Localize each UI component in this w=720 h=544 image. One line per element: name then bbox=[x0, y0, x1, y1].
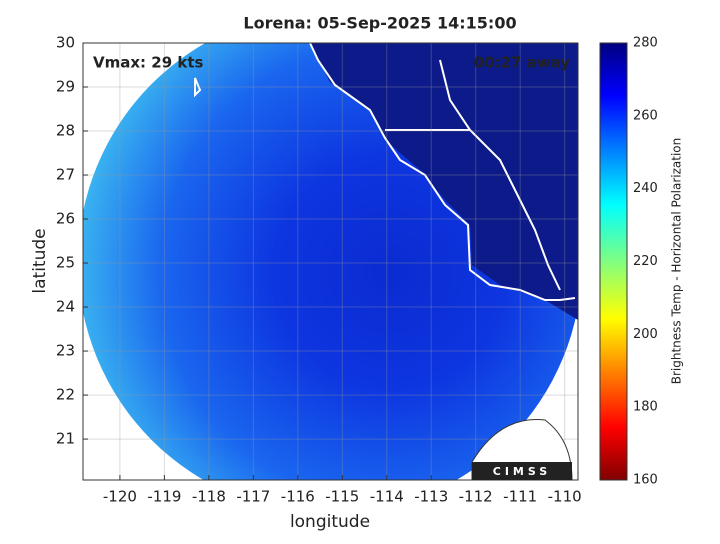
island bbox=[194, 77, 202, 98]
land-region bbox=[310, 43, 578, 320]
colorbar-tick-label: 220 bbox=[633, 254, 658, 269]
axes: -120 -119 -118 -117 -116 -115 -114 -113 -112 -111… bbox=[56, 34, 658, 506]
logo: CIMSS bbox=[471, 419, 573, 481]
coastline bbox=[309, 43, 576, 301]
x-tick-label: -110 bbox=[548, 488, 582, 506]
logo-text: CIMSS bbox=[493, 465, 551, 478]
x-tick-label: -119 bbox=[147, 488, 181, 506]
y-axis-label: latitude bbox=[30, 228, 50, 293]
x-tick-label: -115 bbox=[325, 488, 359, 506]
x-tick-label: -113 bbox=[414, 488, 448, 506]
colorbar-tick-label: 260 bbox=[633, 108, 658, 123]
colorbar-tick-label: 180 bbox=[633, 400, 658, 415]
annotation: Vmax: 29 kts bbox=[93, 54, 203, 72]
annotation: 00:27 away bbox=[474, 54, 571, 72]
x-tick-label: -118 bbox=[192, 488, 226, 506]
x-tick-label: -117 bbox=[236, 488, 270, 506]
y-tick-label: 22 bbox=[56, 386, 75, 404]
y-tick-label: 25 bbox=[56, 254, 75, 272]
y-tick-label: 29 bbox=[56, 78, 75, 96]
colorbar bbox=[599, 42, 628, 481]
x-tick-label: -120 bbox=[103, 488, 137, 506]
y-tick-label: 30 bbox=[56, 34, 75, 52]
x-tick-label: -111 bbox=[503, 488, 537, 506]
colorbar-label: Brightness Temp - Horizontal Polarizatio… bbox=[670, 138, 684, 385]
y-tick-label: 28 bbox=[56, 122, 75, 140]
colorbar-tick-label: 240 bbox=[633, 181, 658, 196]
plot-frame bbox=[82, 42, 579, 481]
chart-title: Lorena: 05-Sep-2025 14:15:00 bbox=[243, 14, 516, 33]
colorbar-tick-label: 160 bbox=[633, 473, 658, 488]
colorbar-tick-label: 200 bbox=[633, 327, 658, 342]
x-tick-label: -114 bbox=[370, 488, 404, 506]
coastline bbox=[439, 59, 561, 291]
x-tick-label: -112 bbox=[459, 488, 493, 506]
x-axis-label: longitude bbox=[290, 512, 370, 532]
image-layer bbox=[83, 43, 578, 480]
y-tick-label: 26 bbox=[56, 210, 75, 228]
x-tick-label: -116 bbox=[281, 488, 315, 506]
y-tick-label: 23 bbox=[56, 342, 75, 360]
y-tick-label: 24 bbox=[56, 298, 75, 316]
colorbar-tick-label: 280 bbox=[633, 36, 658, 51]
y-tick-label: 27 bbox=[56, 166, 75, 184]
y-tick-label: 21 bbox=[56, 430, 75, 448]
